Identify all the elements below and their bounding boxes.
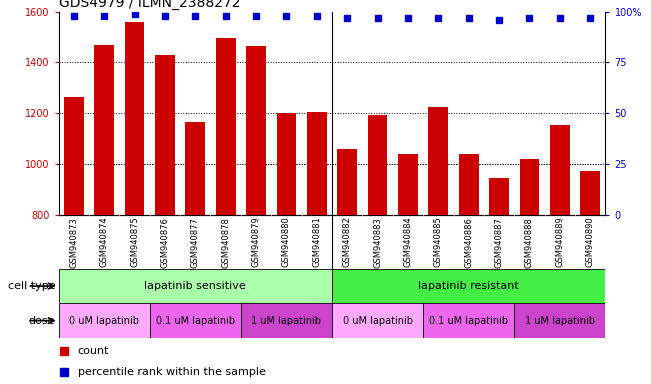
Text: 1 uM lapatinib: 1 uM lapatinib [251, 316, 322, 326]
Text: lapatinib sensitive: lapatinib sensitive [145, 281, 246, 291]
Text: GSM940877: GSM940877 [191, 217, 200, 268]
Text: 0 uM lapatinib: 0 uM lapatinib [69, 316, 139, 326]
Bar [332, 269, 605, 303]
Bar [550, 125, 570, 384]
Text: count: count [77, 346, 109, 356]
Bar [246, 46, 266, 384]
Text: 1 uM lapatinib: 1 uM lapatinib [525, 316, 595, 326]
Text: GSM940873: GSM940873 [69, 217, 78, 268]
Text: GSM940881: GSM940881 [312, 217, 322, 267]
Bar [490, 178, 509, 384]
Bar [428, 107, 448, 384]
Bar [59, 269, 332, 303]
Text: GSM940882: GSM940882 [342, 217, 352, 267]
Bar [368, 114, 387, 384]
Bar [94, 45, 114, 384]
Bar [150, 303, 241, 338]
Text: percentile rank within the sample: percentile rank within the sample [77, 367, 266, 377]
Bar [216, 38, 236, 384]
Bar [581, 170, 600, 384]
Bar [59, 303, 150, 338]
Text: GSM940876: GSM940876 [160, 217, 169, 268]
Text: GSM940885: GSM940885 [434, 217, 443, 267]
Bar [459, 154, 478, 384]
Text: GSM940890: GSM940890 [586, 217, 595, 267]
Text: GSM940886: GSM940886 [464, 217, 473, 268]
Bar [398, 154, 418, 384]
Bar [125, 22, 145, 384]
Bar [332, 303, 423, 338]
Bar [519, 159, 539, 384]
Text: GSM940879: GSM940879 [251, 217, 260, 267]
Bar [277, 113, 296, 384]
Text: dose: dose [29, 316, 55, 326]
Text: GSM940887: GSM940887 [495, 217, 504, 268]
Bar [64, 97, 83, 384]
Text: lapatinib resistant: lapatinib resistant [419, 281, 519, 291]
Text: GSM940883: GSM940883 [373, 217, 382, 268]
Bar [307, 112, 327, 384]
Bar [186, 122, 205, 384]
Text: GSM940874: GSM940874 [100, 217, 109, 267]
Bar [423, 303, 514, 338]
Text: GDS4979 / ILMN_2388272: GDS4979 / ILMN_2388272 [59, 0, 240, 10]
Text: GSM940875: GSM940875 [130, 217, 139, 267]
Text: 0 uM lapatinib: 0 uM lapatinib [342, 316, 413, 326]
Bar [155, 55, 174, 384]
Bar [337, 149, 357, 384]
Text: 0.1 uM lapatinib: 0.1 uM lapatinib [429, 316, 508, 326]
Text: GSM940889: GSM940889 [555, 217, 564, 267]
Text: GSM940878: GSM940878 [221, 217, 230, 268]
Text: cell type: cell type [8, 281, 55, 291]
Text: GSM940880: GSM940880 [282, 217, 291, 267]
Bar [514, 303, 605, 338]
Text: GSM940884: GSM940884 [404, 217, 413, 267]
Text: GSM940888: GSM940888 [525, 217, 534, 268]
Bar [241, 303, 332, 338]
Text: 0.1 uM lapatinib: 0.1 uM lapatinib [156, 316, 235, 326]
